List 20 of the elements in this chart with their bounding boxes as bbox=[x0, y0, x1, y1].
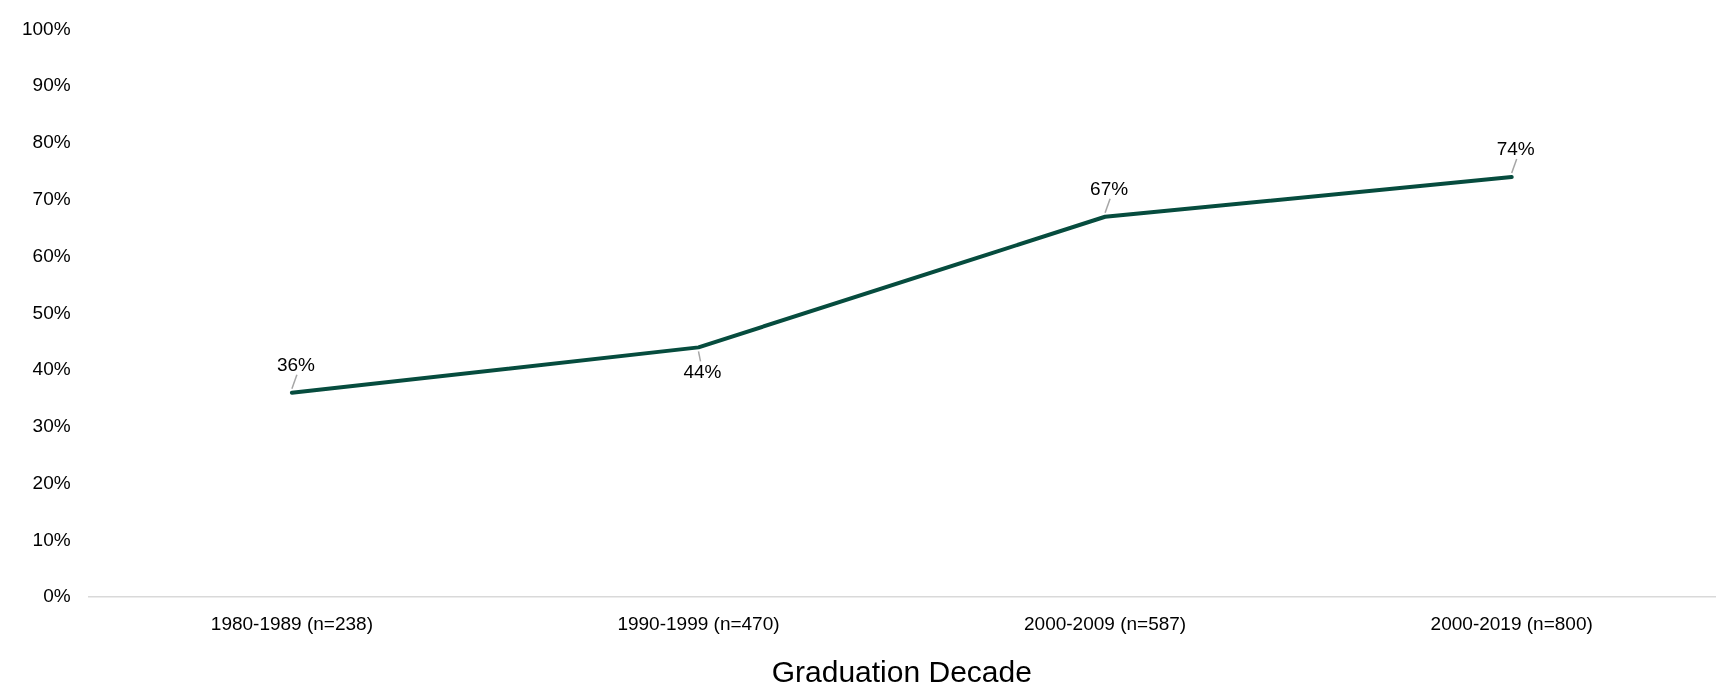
x-tick-label: 1990-1999 (n=470) bbox=[617, 612, 780, 634]
y-tick-label: 10% bbox=[32, 528, 71, 550]
text: 67% bbox=[1090, 177, 1129, 199]
x-tick-label: 1980-1989 (n=238) bbox=[210, 612, 373, 634]
x-tick-label: 2000-2019 (n=800) bbox=[1430, 612, 1593, 634]
y-tick-label: 40% bbox=[32, 358, 71, 380]
x-axis-title: Graduation Decade bbox=[771, 655, 1032, 689]
text: 36% bbox=[276, 353, 315, 375]
y-tick-label: 80% bbox=[32, 131, 71, 153]
y-tick-label: 100% bbox=[21, 17, 71, 39]
y-tick-label: 50% bbox=[32, 301, 71, 323]
text: 74% bbox=[1496, 137, 1535, 159]
x-tick-label: 2000-2009 (n=587) bbox=[1024, 612, 1187, 634]
y-tick-label: 20% bbox=[32, 471, 71, 493]
y-tick-label: 70% bbox=[32, 187, 71, 209]
y-tick-label: 30% bbox=[32, 415, 71, 437]
y-tick-label: 0% bbox=[43, 585, 71, 607]
y-tick-label: 60% bbox=[32, 244, 71, 266]
text: 44% bbox=[683, 361, 722, 383]
y-tick-label: 90% bbox=[32, 74, 71, 96]
